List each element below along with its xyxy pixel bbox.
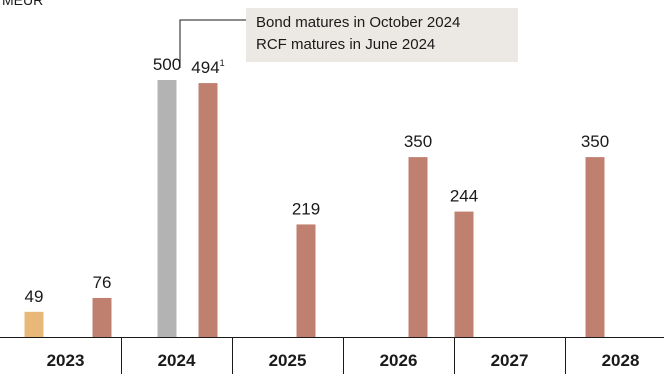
bar-value-label: 76 (93, 273, 112, 292)
bar-value-label: 219 (292, 199, 320, 218)
bar-value-label: 49 (25, 287, 44, 306)
bar-2023-0 (24, 311, 44, 337)
bar-2024-3 (198, 83, 218, 337)
bar-value-label: 244 (450, 187, 478, 206)
bar-2025-4 (296, 224, 316, 337)
callout-line-1: Bond matures in October 2024 (256, 14, 461, 31)
bar-2023-1 (92, 297, 112, 337)
year-label-2025: 2025 (269, 351, 307, 370)
bar-2028-7 (585, 157, 605, 337)
year-label-2024: 2024 (158, 351, 196, 370)
bar-value-label: 350 (404, 132, 432, 151)
y-axis-unit-label: MEUR (2, 0, 44, 8)
bar-2026-5 (408, 157, 428, 337)
bar-2024-2 (157, 80, 177, 337)
year-label-2028: 2028 (602, 351, 640, 370)
bar-value-label: 350 (581, 132, 609, 151)
bar-value-label: 4941 (191, 58, 224, 77)
bar-value-label: 500 (153, 55, 181, 74)
year-label-2023: 2023 (47, 351, 85, 370)
maturity-callout: Bond matures in October 2024 RCF matures… (246, 8, 518, 62)
year-label-2027: 2027 (491, 351, 529, 370)
year-label-2026: 2026 (380, 351, 418, 370)
callout-connector-line (179, 19, 246, 68)
callout-line-2: RCF matures in June 2024 (256, 36, 436, 53)
bar-2026-6 (454, 211, 474, 337)
